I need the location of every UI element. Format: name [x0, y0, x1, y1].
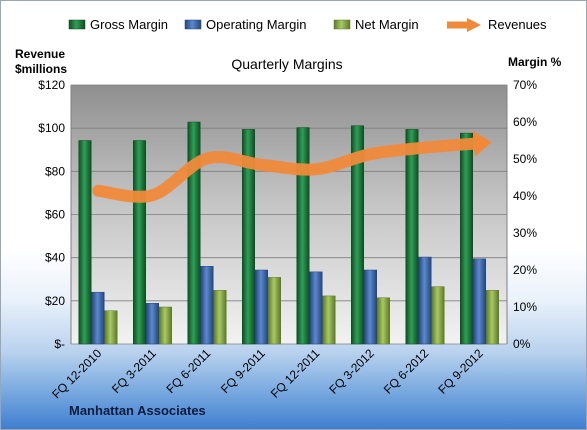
legend-swatch-net: [333, 19, 351, 30]
right-axis-ticks: 0% 10% 20% 30% 40% 50% 60% 70%: [513, 78, 537, 351]
right-tick-label: 20%: [513, 263, 537, 277]
legend-label-net: Net Margin: [355, 17, 419, 32]
right-axis-title: Margin %: [508, 55, 562, 69]
left-tick-label: $80: [45, 164, 65, 178]
right-tick-label: 40%: [513, 189, 537, 203]
bar-net-margin: [322, 295, 336, 345]
revenue-line-path: [92, 137, 486, 203]
bar-operating-margin: [255, 269, 268, 345]
bar-operating-margin: [91, 291, 105, 345]
bar-net-margin: [268, 277, 281, 345]
x-tick-label: FQ 12-2010: [49, 346, 104, 401]
left-tick-label: $100: [38, 121, 65, 135]
left-tick-label: $-: [54, 337, 65, 351]
x-tick-label: FQ 3-2011: [109, 346, 159, 396]
bar-net-margin: [377, 297, 390, 345]
bar-net-margin: [431, 286, 445, 345]
legend-label-gross: Gross Margin: [90, 17, 168, 32]
right-tick-label: 30%: [513, 226, 537, 240]
bar-gross-margin: [78, 140, 92, 345]
bar-net-margin: [486, 290, 499, 345]
bar-operating-margin: [200, 266, 214, 345]
left-tick-label: $40: [45, 251, 65, 265]
x-tick-label: FQ 12-2011: [268, 346, 323, 401]
x-tick-label: FQ 6-2011: [164, 346, 214, 396]
bar-gross-margin: [405, 129, 419, 345]
right-tick-label: 0%: [513, 337, 531, 351]
left-axis-title-line1: Revenue: [15, 47, 65, 61]
bar-gross-margin: [133, 140, 146, 345]
company-name: Manhattan Associates: [69, 403, 206, 418]
right-tick-label: 10%: [513, 300, 537, 314]
x-tick-label: FQ 6-2012: [381, 346, 432, 397]
right-tick-label: 50%: [513, 152, 537, 166]
chart-title: Quarterly Margins: [231, 56, 342, 72]
legend-arrow-revenues: [467, 18, 481, 32]
left-axis-title-line2: $millions: [15, 62, 67, 76]
bar-gross-margin: [242, 129, 255, 345]
bar-operating-margin: [364, 269, 377, 345]
revenue-line-arrowhead: [472, 130, 492, 157]
x-tick-label: FQ 9-2012: [435, 346, 486, 397]
bar-gross-margin: [460, 132, 473, 345]
bar-operating-margin: [418, 256, 432, 345]
bar-gross-margin: [187, 121, 201, 345]
left-tick-label: $120: [38, 78, 65, 92]
legend-label-operating: Operating Margin: [206, 17, 306, 32]
x-axis-labels: FQ 12-2010 FQ 3-2011 FQ 6-2011 FQ 9-2011 FQ …: [49, 346, 486, 401]
bar-net-margin: [213, 290, 227, 345]
bar-gross-margin: [351, 125, 364, 345]
legend-swatch-gross: [68, 19, 86, 30]
bar-net-margin: [104, 310, 118, 345]
bar-net-margin: [159, 306, 172, 345]
left-tick-label: $20: [45, 294, 65, 308]
left-axis-ticks: $- $20 $40 $60 $80 $100 $120: [38, 78, 65, 351]
legend-item-net-margin: Net Margin: [333, 17, 419, 32]
legend-item-revenues: Revenues: [447, 17, 547, 32]
right-tick-label: 60%: [513, 115, 537, 129]
bar-operating-margin: [146, 303, 159, 345]
legend-item-gross-margin: Gross Margin: [68, 17, 168, 32]
bar-operating-margin: [309, 271, 323, 345]
bar-operating-margin: [473, 258, 486, 345]
legend-item-operating-margin: Operating Margin: [184, 17, 306, 32]
left-tick-label: $60: [45, 208, 65, 222]
revenue-line: [92, 130, 492, 203]
right-tick-label: 70%: [513, 78, 537, 92]
legend-label-revenues: Revenues: [488, 17, 547, 32]
legend: Gross Margin Operating Margin Net Margin…: [68, 17, 547, 32]
x-tick-label: FQ 9-2011: [218, 346, 268, 396]
bar-gross-margin: [296, 127, 310, 345]
legend-swatch-operating: [184, 19, 202, 30]
x-tick-label: FQ 3-2012: [326, 346, 377, 397]
